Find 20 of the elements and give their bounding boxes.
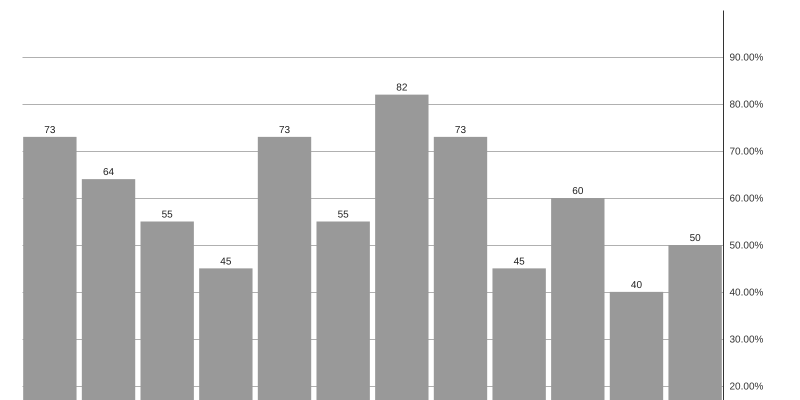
y-tick-label: 70.00% — [730, 146, 764, 158]
y-tick-label: 60.00% — [730, 193, 764, 204]
data-label: 64 — [102, 167, 115, 178]
y-tick-label: 90.00% — [730, 52, 764, 64]
y-tick-label: 40.00% — [730, 287, 764, 298]
y-tick-label: 80.00% — [730, 99, 764, 110]
data-label: 40 — [630, 280, 642, 291]
data-label: 45 — [514, 256, 526, 268]
data-label: 55 — [338, 209, 350, 220]
data-label: 60 — [572, 186, 584, 197]
data-label: 45 — [220, 256, 232, 268]
y-tick-label: 50.00% — [730, 240, 764, 252]
data-label: 73 — [454, 124, 466, 136]
y-tick-label: 20.00% — [730, 381, 764, 392]
data-label: 73 — [44, 124, 56, 136]
data-label: 82 — [396, 82, 408, 94]
data-label: 73 — [278, 124, 291, 136]
data-label: 55 — [162, 209, 174, 220]
y-tick-label: 30.00% — [730, 334, 764, 346]
data-label: 50 — [690, 232, 702, 244]
